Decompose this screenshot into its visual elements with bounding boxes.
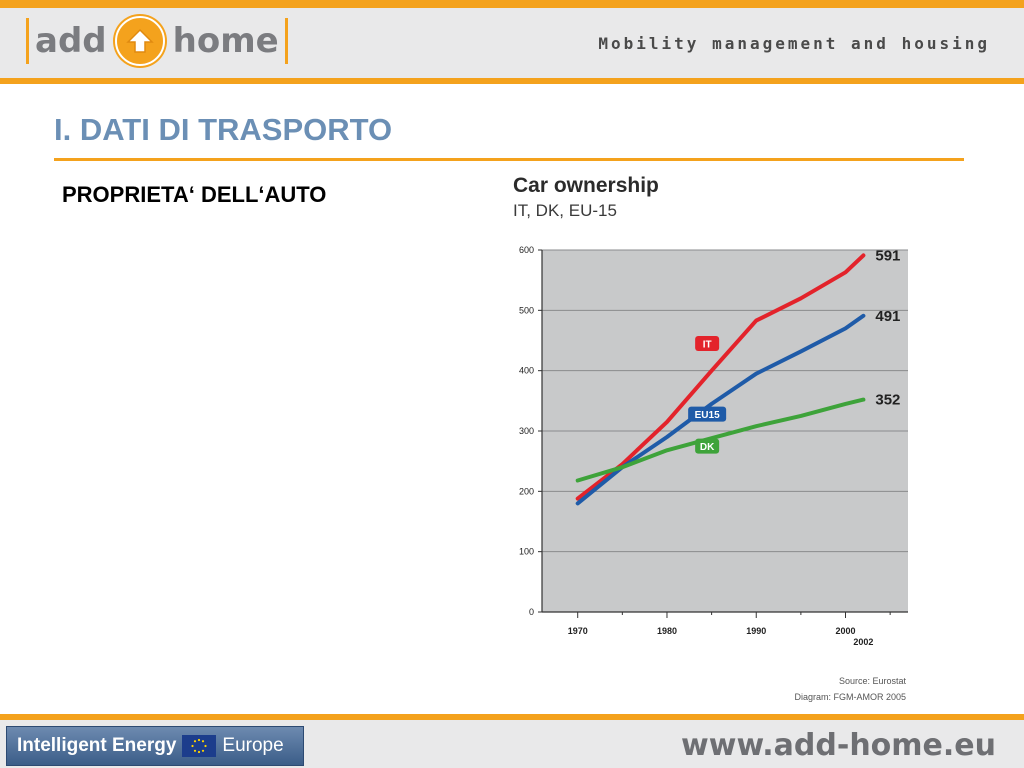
logo-word-add: add (35, 21, 107, 61)
y-tick-label-0: 0 (529, 607, 534, 617)
chart-title: Car ownership (513, 174, 659, 197)
chart-credit: Diagram: FGM-AMOR 2005 (794, 692, 906, 702)
series-lines (575, 253, 866, 506)
eu-flag-icon (182, 735, 217, 757)
series-tag-bg-it (695, 336, 720, 352)
header (0, 8, 1024, 78)
logo-word-home: home (172, 21, 279, 61)
series-line-eu15 (575, 313, 866, 506)
top-accent-bar (0, 0, 1024, 8)
series-tag-dk: DK (700, 442, 715, 453)
end-label-dk: 352 (875, 392, 900, 409)
x-tick-label-1990: 1990 (746, 626, 766, 636)
header-accent-line (0, 78, 1024, 84)
title-rule (54, 158, 964, 161)
tagline: Mobility management and housing (598, 34, 990, 53)
end-label-eu15: 491 (875, 308, 900, 325)
end-label-it: 591 (875, 247, 900, 264)
y-tick-label-400: 400 (519, 366, 534, 376)
footer-accent-line (0, 714, 1024, 720)
x-tick-label-1970: 1970 (568, 626, 588, 636)
series-tags: IT EU15 DK (688, 336, 727, 454)
y-tick-label-100: 100 (519, 547, 534, 557)
y-axis: 0 100 200 300 400 500 600 (519, 245, 543, 617)
intelligent-energy-europe-badge[interactable]: Intelligent Energy Europe (6, 726, 304, 766)
slide-title: I. DATI DI TRASPORTO (54, 112, 393, 147)
website-link[interactable]: www.add-home.eu (681, 728, 996, 763)
house-arrow-icon (114, 16, 165, 66)
end-labels: 591 491 352 (875, 247, 900, 408)
car-ownership-chart: Car ownership IT, DK, EU-15 0 100 200 300 40… (513, 174, 908, 702)
y-tick-label-200: 200 (519, 486, 534, 496)
x-tick-label-2000: 2000 (835, 626, 855, 636)
add-home-logo[interactable]: add home (26, 14, 288, 68)
series-line-dk (575, 397, 866, 483)
x-tick-label-1980: 1980 (657, 626, 677, 636)
y-tick-label-500: 500 (519, 305, 534, 315)
series-tag-it: IT (703, 340, 712, 351)
logo-bar-left (26, 18, 29, 64)
logo-bar-right (284, 18, 288, 64)
series-line-it (575, 253, 866, 501)
series-tag-bg-eu15 (688, 406, 727, 422)
program-name: Intelligent Energy (17, 735, 177, 756)
x-tick-label-2002: 2002 (853, 637, 873, 647)
slide-subtitle: PROPRIETA‘ DELL‘AUTO (62, 182, 327, 207)
chart-source: Source: Eurostat (839, 676, 907, 686)
gridlines (542, 249, 908, 553)
series-tag-eu15: EU15 (695, 410, 720, 421)
y-tick-label-600: 600 (519, 245, 534, 255)
chart-subtitle: IT, DK, EU-15 (513, 201, 617, 220)
program-europe: Europe (222, 735, 284, 756)
series-tag-bg-dk (695, 438, 720, 454)
y-tick-label-300: 300 (519, 426, 534, 436)
